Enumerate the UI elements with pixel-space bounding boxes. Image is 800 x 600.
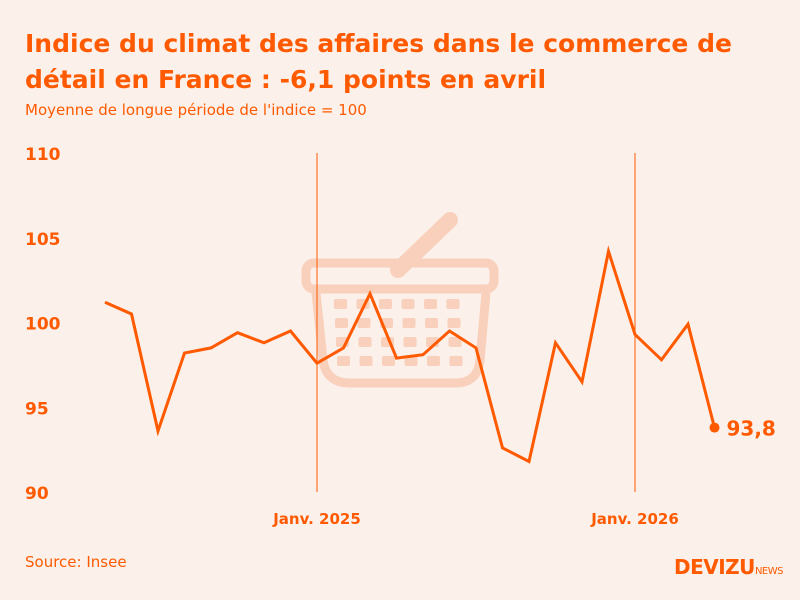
basket-dot: [382, 356, 395, 366]
y-tick-label: 90: [25, 484, 49, 504]
basket-dot: [403, 337, 417, 347]
logo-main: DEVIZU: [674, 555, 755, 579]
basket-dot: [448, 337, 462, 347]
basket-dot: [401, 299, 415, 309]
basket-dot: [358, 337, 372, 347]
basket-dot: [404, 356, 418, 366]
basket-dot: [334, 299, 347, 309]
basket-dot: [424, 299, 437, 309]
basket-dot: [425, 318, 438, 328]
basket-dot: [402, 318, 416, 328]
basket-dot: [449, 356, 463, 366]
last-value-label: 93,8: [727, 417, 776, 441]
last-data-point: [709, 422, 720, 433]
basket-dot: [359, 356, 373, 366]
basket-dot: [427, 356, 440, 366]
y-tick-label: 100: [25, 315, 61, 335]
basket-dot: [335, 318, 348, 328]
chart-subtitle: Moyenne de longue période de l'indice = …: [25, 101, 367, 119]
y-tick-label: 105: [25, 230, 61, 250]
basket-dot: [447, 318, 461, 328]
devizu-logo: DEVIZUNEWS: [674, 555, 783, 579]
x-tick-label: Janv. 2026: [590, 510, 679, 528]
basket-dot: [357, 318, 371, 328]
y-tick-label: 95: [25, 399, 49, 419]
y-tick-label: 110: [25, 145, 61, 165]
shopping-basket-icon: [301, 212, 499, 388]
source-note: Source: Insee: [25, 553, 127, 571]
basket-dot: [379, 299, 392, 309]
basket-dot: [337, 356, 350, 366]
chart-title: Indice du climat des affaires dans le co…: [25, 29, 732, 94]
logo-suffix: NEWS: [754, 566, 784, 577]
series-line: [104, 245, 716, 464]
x-tick-label: Janv. 2025: [272, 510, 361, 528]
basket-dot: [446, 299, 460, 309]
